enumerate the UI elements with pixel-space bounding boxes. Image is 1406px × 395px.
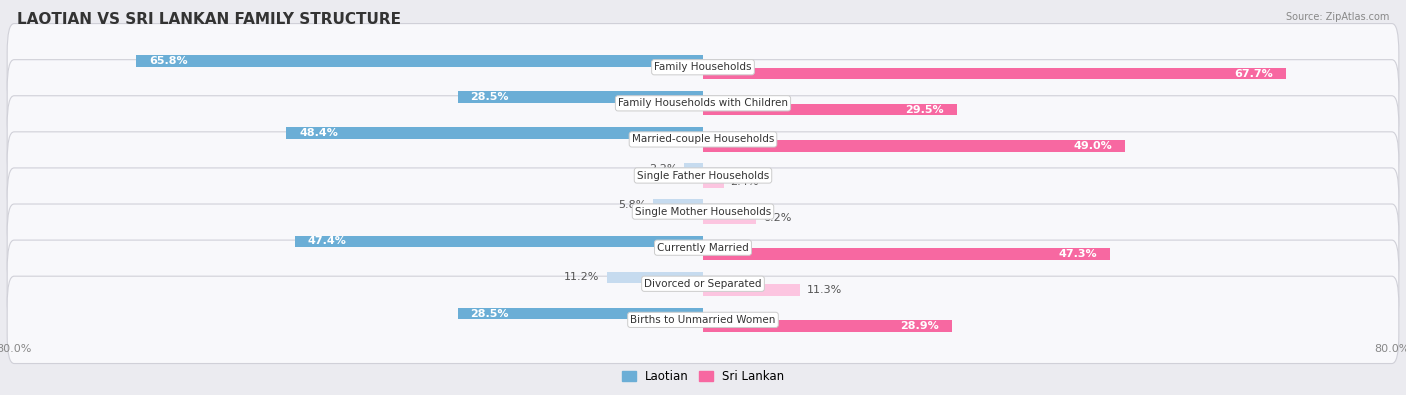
FancyBboxPatch shape	[7, 60, 1399, 147]
Bar	[136, 55, 703, 67]
FancyBboxPatch shape	[7, 168, 1399, 255]
Text: LAOTIAN VS SRI LANKAN FAMILY STRUCTURE: LAOTIAN VS SRI LANKAN FAMILY STRUCTURE	[17, 12, 401, 27]
Bar	[703, 104, 957, 115]
FancyBboxPatch shape	[7, 96, 1399, 183]
Bar	[457, 91, 703, 103]
FancyBboxPatch shape	[7, 132, 1399, 219]
Bar	[287, 127, 703, 139]
Bar	[703, 284, 800, 296]
Text: Single Mother Households: Single Mother Households	[636, 207, 770, 216]
Bar	[703, 320, 952, 332]
Text: 28.5%: 28.5%	[471, 308, 509, 318]
Text: Family Households with Children: Family Households with Children	[619, 98, 787, 108]
Text: 2.4%: 2.4%	[731, 177, 759, 187]
Text: 6.2%: 6.2%	[763, 213, 792, 223]
Bar	[703, 212, 756, 224]
Text: Divorced or Separated: Divorced or Separated	[644, 279, 762, 289]
Legend: Laotian, Sri Lankan: Laotian, Sri Lankan	[619, 366, 787, 386]
FancyBboxPatch shape	[7, 24, 1399, 111]
Bar	[703, 68, 1286, 79]
Text: 49.0%: 49.0%	[1073, 141, 1112, 151]
FancyBboxPatch shape	[7, 204, 1399, 292]
Bar	[685, 164, 703, 175]
Bar	[703, 248, 1111, 260]
Text: 5.8%: 5.8%	[617, 200, 647, 210]
Text: 28.5%: 28.5%	[471, 92, 509, 102]
Text: Currently Married: Currently Married	[657, 243, 749, 253]
FancyBboxPatch shape	[7, 240, 1399, 327]
Bar	[652, 199, 703, 211]
Text: 2.2%: 2.2%	[648, 164, 678, 174]
Text: 48.4%: 48.4%	[299, 128, 337, 138]
Text: 29.5%: 29.5%	[905, 105, 945, 115]
Text: Single Father Households: Single Father Households	[637, 171, 769, 181]
Bar	[703, 140, 1125, 152]
Text: 47.3%: 47.3%	[1059, 249, 1098, 259]
Text: Married-couple Households: Married-couple Households	[631, 134, 775, 145]
Text: Source: ZipAtlas.com: Source: ZipAtlas.com	[1285, 12, 1389, 22]
Text: 28.9%: 28.9%	[900, 321, 939, 331]
FancyBboxPatch shape	[7, 276, 1399, 363]
Bar	[457, 308, 703, 319]
Bar	[606, 272, 703, 283]
Text: 11.3%: 11.3%	[807, 285, 842, 295]
Bar	[703, 176, 724, 188]
Text: 11.2%: 11.2%	[564, 273, 599, 282]
Text: Family Households: Family Households	[654, 62, 752, 72]
Bar	[295, 235, 703, 247]
Text: 65.8%: 65.8%	[149, 56, 188, 66]
Text: Births to Unmarried Women: Births to Unmarried Women	[630, 315, 776, 325]
Text: 47.4%: 47.4%	[308, 236, 347, 246]
Text: 67.7%: 67.7%	[1234, 69, 1272, 79]
